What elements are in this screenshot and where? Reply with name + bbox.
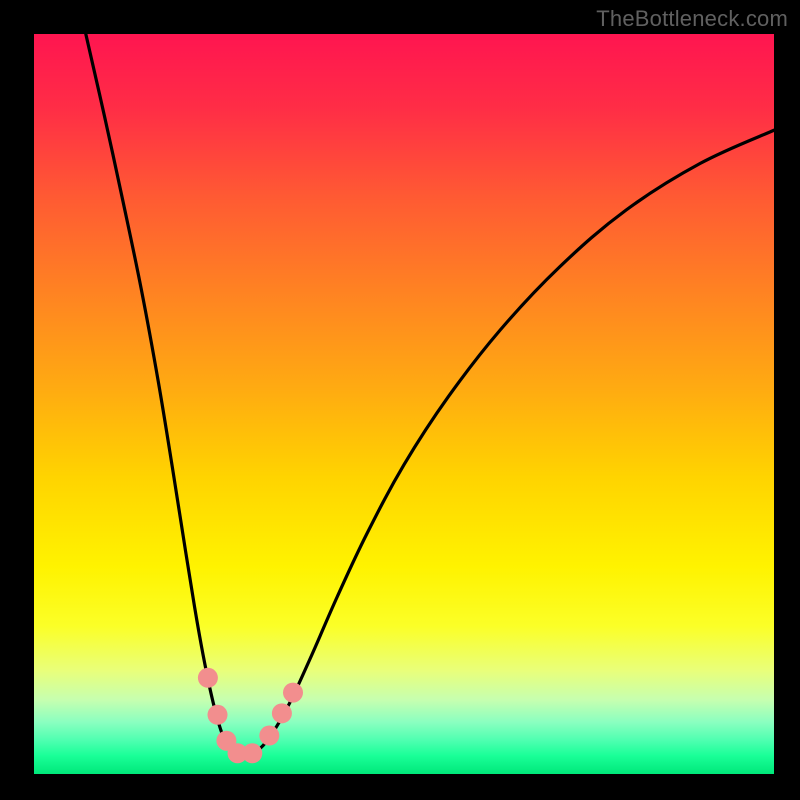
data-marker <box>272 703 292 723</box>
data-marker <box>198 668 218 688</box>
data-marker <box>259 726 279 746</box>
v-curve <box>86 34 774 757</box>
marker-group <box>198 668 303 763</box>
chart-container: TheBottleneck.com <box>0 0 800 800</box>
watermark-label: TheBottleneck.com <box>596 6 788 32</box>
curve-layer <box>34 34 774 774</box>
data-marker <box>242 743 262 763</box>
plot-area <box>34 34 774 774</box>
data-marker <box>283 683 303 703</box>
data-marker <box>208 705 228 725</box>
